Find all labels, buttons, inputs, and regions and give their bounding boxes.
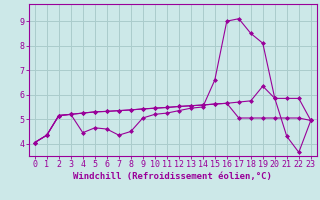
X-axis label: Windchill (Refroidissement éolien,°C): Windchill (Refroidissement éolien,°C) (73, 172, 272, 181)
